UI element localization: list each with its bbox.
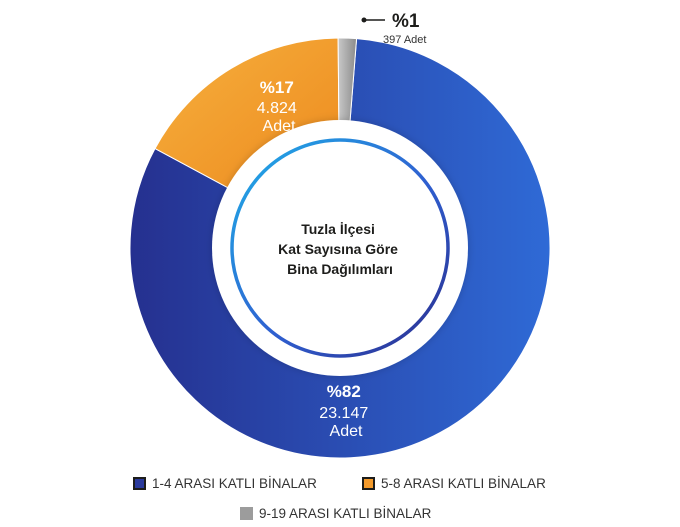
legend-swatch-orange — [362, 477, 375, 490]
legend-item-9-19: 9-19 ARASI KATLI BİNALAR — [240, 506, 431, 521]
legend-swatch-gray — [240, 507, 253, 520]
chart-center-disc: Tuzla İlçesi Kat Sayısına Göre Bina Dağı… — [212, 120, 468, 376]
callout-percent: %1 — [392, 11, 420, 32]
legend-label-1-4: 1-4 ARASI KATLI BİNALAR — [152, 476, 317, 491]
donut-chart: Tuzla İlçesi Kat Sayısına Göre Bina Dağı… — [129, 11, 551, 459]
legend-item-1-4: 1-4 ARASI KATLI BİNALAR — [133, 476, 317, 491]
legend-item-5-8: 5-8 ARASI KATLI BİNALAR — [362, 476, 546, 491]
slice-label-5-8: %17 4.824 Adet — [257, 78, 302, 135]
legend-swatch-blue — [133, 477, 146, 490]
slice-callout-9-19: %1 397 Adet — [361, 11, 426, 46]
slice-label-1-4: %82 23.147 Adet — [319, 382, 372, 440]
callout-count: 397 Adet — [383, 34, 426, 46]
legend-label-9-19: 9-19 ARASI KATLI BİNALAR — [259, 506, 432, 521]
chart-title: Tuzla İlçesi Kat Sayısına Göre Bina Dağı… — [278, 221, 402, 277]
legend-label-5-8: 5-8 ARASI KATLI BİNALAR — [381, 476, 546, 491]
